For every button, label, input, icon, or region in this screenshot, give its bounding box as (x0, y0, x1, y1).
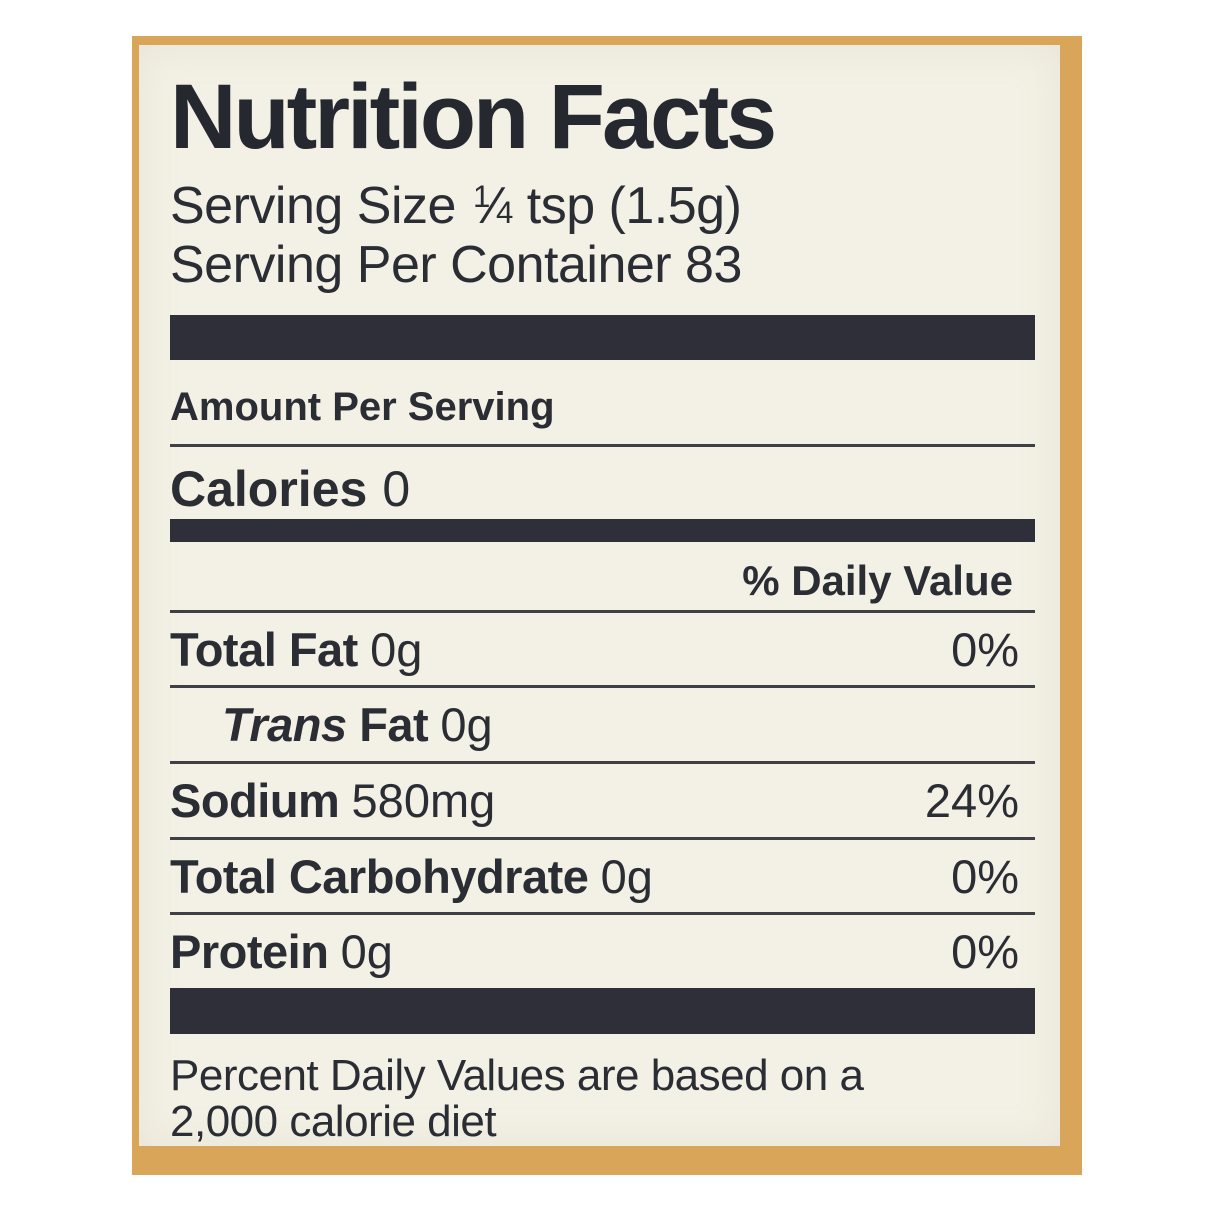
label-title: Nutrition Facts (170, 66, 777, 168)
amount-per-serving-heading: Amount Per Serving (170, 385, 555, 430)
serving-size-prefix: Serving Size (170, 177, 470, 235)
serving-size-fraction-denominator: 4 (495, 195, 513, 230)
footnote-line-2: 2,000 calorie diet (170, 1096, 497, 1146)
nutrient-name: Total Carbohydrate 0g (170, 849, 653, 903)
nutrient-percent: 24% (924, 773, 1019, 827)
separator-bar-thick-bottom (170, 988, 1035, 1034)
serving-size-fraction-slash: ⁄ (489, 177, 499, 235)
calories-row: Calories 0 (170, 462, 1035, 517)
divider-line (170, 609, 1035, 613)
nutrient-name: Sodium 580mg (170, 773, 496, 827)
serving-size-suffix: tsp (1.5g) (512, 177, 742, 235)
servings-per-container-line: Serving Per Container 83 (170, 236, 742, 295)
nutrient-row-total-fat: Total Fat 0g 0% (170, 613, 1035, 686)
nutrient-name: Total Fat 0g (170, 622, 423, 676)
footnote-line-1: Percent Daily Values are based on a (170, 1051, 864, 1100)
calories-label: Calories (170, 461, 368, 518)
nutrient-percent: 0% (951, 622, 1019, 676)
nutrient-row-protein: Protein 0g 0% (170, 912, 1035, 988)
calories-value: 0 (382, 461, 411, 518)
nutrient-name: Protein 0g (170, 925, 393, 979)
nutrient-percent: 0% (951, 925, 1019, 979)
serving-size-line: Serving Size 1⁄4 tsp (1.5g) (170, 177, 1035, 235)
nutrient-row-total-carbohydrate: Total Carbohydrate 0g 0% (170, 836, 1035, 913)
daily-value-footnote: Percent Daily Values are based on a 2,00… (170, 1053, 1035, 1145)
nutrient-percent: 0% (951, 849, 1019, 903)
nutrient-row-trans-fat: Trans Fat 0g (170, 685, 1035, 761)
daily-value-header: % Daily Value (742, 557, 1013, 605)
separator-bar-thick-top (170, 315, 1035, 361)
separator-bar-medium (170, 519, 1035, 543)
serving-size-fraction-numerator: 1 (472, 179, 490, 215)
nutrient-row-sodium: Sodium 580mg 24% (170, 760, 1035, 837)
nutrition-label-content: Nutrition Facts Serving Size 1⁄4 tsp (1.… (139, 66, 1060, 1146)
nutrition-label: Nutrition Facts Serving Size 1⁄4 tsp (1.… (132, 36, 1082, 1175)
nutrient-name: Trans Fat 0g (222, 698, 493, 752)
divider-line (170, 444, 1035, 448)
